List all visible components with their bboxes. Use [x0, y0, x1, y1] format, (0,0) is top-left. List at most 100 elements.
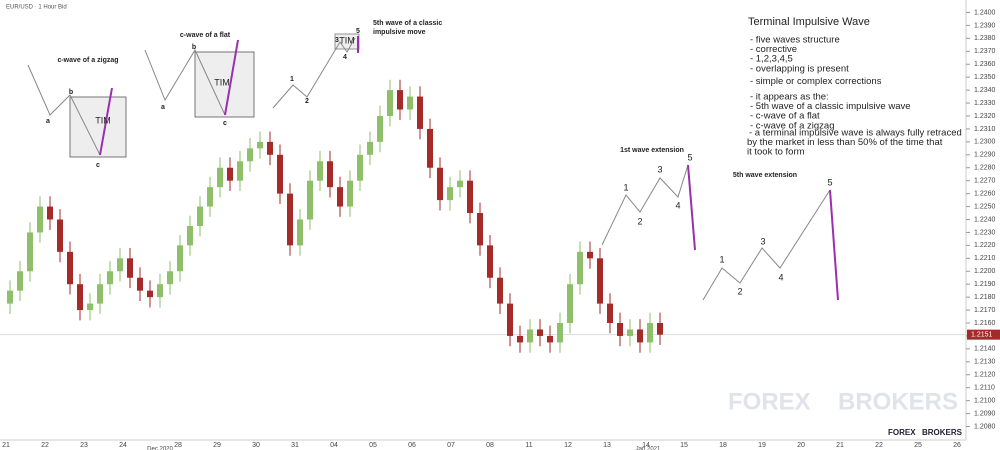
- diagram-title: 5th wave of a classic: [373, 20, 442, 27]
- wave-label: 1: [719, 254, 724, 264]
- y-tick-label: 1.2390: [974, 22, 996, 29]
- candle-body: [367, 141, 373, 155]
- candle-body: [187, 225, 193, 246]
- y-tick-label: 1.2180: [974, 294, 996, 301]
- info-line: - c-wave of a zigzag: [750, 120, 834, 131]
- y-tick-label: 1.2270: [974, 178, 996, 185]
- candle-body: [457, 180, 463, 188]
- y-tick-label: 1.2220: [974, 242, 996, 249]
- candle-body: [477, 213, 483, 246]
- candle-body: [287, 193, 293, 246]
- candle-body: [97, 284, 103, 304]
- logo-left: FOREX: [888, 428, 916, 437]
- candle-body: [157, 284, 163, 298]
- y-tick-label: 1.2320: [974, 113, 996, 120]
- candle-body: [347, 180, 353, 207]
- candle-body: [487, 245, 493, 278]
- x-tick-label: 08: [486, 442, 494, 449]
- tim-box: [69, 96, 127, 158]
- info-list: - five waves structure- corrective- 1,2,…: [747, 35, 962, 158]
- candle-body: [307, 180, 313, 220]
- candle-body: [37, 206, 43, 233]
- candle-body: [77, 284, 83, 311]
- x-tick-label: 07: [447, 442, 455, 449]
- info-line: - c-wave of a flat: [750, 111, 820, 122]
- candle-body: [377, 115, 383, 142]
- y-tick-label: 1.2100: [974, 397, 996, 404]
- info-line: - it appears as the:: [750, 92, 829, 103]
- tim-label: TIM: [95, 115, 111, 125]
- candle-body: [237, 161, 243, 181]
- tim-line: [687, 164, 696, 251]
- wave-label: c: [223, 120, 227, 127]
- candle-body: [597, 258, 603, 304]
- y-tick-label: 1.2330: [974, 100, 996, 107]
- candle-body: [497, 277, 503, 304]
- wave-label: b: [69, 89, 73, 96]
- info-line: - five waves structure: [750, 35, 840, 46]
- y-tick-label: 1.2140: [974, 346, 996, 353]
- wave-line: [272, 37, 356, 109]
- y-tick-label: 1.2120: [974, 372, 996, 379]
- y-tick-label: 1.2170: [974, 307, 996, 314]
- y-tick-label: 1.2210: [974, 255, 996, 262]
- candle-body: [127, 258, 133, 278]
- candle-body: [177, 245, 183, 272]
- candle-body: [407, 96, 413, 110]
- candle-body: [327, 161, 333, 188]
- wave-label: a: [46, 118, 50, 125]
- candle-body: [387, 90, 393, 116]
- tim-line: [99, 87, 113, 156]
- info-note: - a terminal impulsive wave is always fu…: [749, 128, 962, 139]
- y-tick-label: 1.2380: [974, 35, 996, 42]
- candle-body: [167, 271, 173, 285]
- candle-body: [557, 323, 563, 343]
- candle-body: [277, 154, 283, 194]
- y-tick-label: 1.2340: [974, 87, 996, 94]
- logo-right: BROKERS: [922, 428, 963, 437]
- x-tick-label: 15: [680, 442, 688, 449]
- diagram-title: c-wave of a flat: [180, 32, 231, 39]
- x-tick-label: 25: [914, 442, 922, 449]
- y-tick-label: 1.2090: [974, 410, 996, 417]
- wave-label: b: [192, 44, 196, 51]
- candle-body: [537, 329, 543, 336]
- y-tick-label: 1.2230: [974, 229, 996, 236]
- candle-body: [527, 329, 533, 343]
- candle-body: [437, 167, 443, 201]
- tim-box: [194, 51, 255, 118]
- candle-body: [547, 335, 553, 343]
- y-tick-label: 1.2310: [974, 126, 996, 133]
- tim-line: [829, 189, 839, 301]
- y-tick-label: 1.2290: [974, 152, 996, 159]
- wave-label: 5: [827, 177, 832, 187]
- wave-label: a: [161, 104, 165, 111]
- candle-body: [317, 161, 323, 181]
- last-price-tag: [967, 329, 1000, 340]
- candle-body: [467, 180, 473, 214]
- y-tick-label: 1.2240: [974, 216, 996, 223]
- x-tick-label: 13: [603, 442, 611, 449]
- x-tick-label: 23: [80, 442, 88, 449]
- x-tick-label: 06: [408, 442, 416, 449]
- x-tick-label: 26: [953, 442, 961, 449]
- y-tick-label: 1.2130: [974, 359, 996, 366]
- x-tick-label: 12: [564, 442, 572, 449]
- candle-body: [47, 206, 53, 220]
- candles: [7, 79, 663, 353]
- x-tick-label: 24: [119, 442, 127, 449]
- candle-body: [337, 187, 343, 207]
- month-label: Dec 2020: [147, 447, 173, 450]
- info-line: - overlapping is present: [750, 63, 849, 74]
- candle-body: [217, 167, 223, 188]
- wave-label: 2: [637, 216, 642, 226]
- wave-label: 2: [305, 98, 309, 105]
- y-tick-label: 1.2260: [974, 190, 996, 197]
- candle-body: [7, 290, 13, 304]
- candle-body: [427, 128, 433, 168]
- wave-line: [601, 164, 689, 246]
- info-note: it took to form: [747, 147, 805, 158]
- candle-body: [27, 232, 33, 272]
- tim-label: TIM: [214, 77, 230, 87]
